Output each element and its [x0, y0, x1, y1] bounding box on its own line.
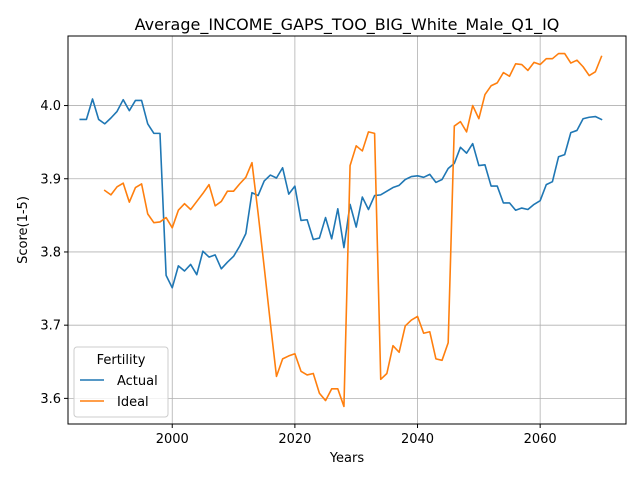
- x-axis: 2000 2020 2040 2060: [156, 424, 557, 447]
- y-tick-label: 3.9: [40, 172, 61, 187]
- x-tick-label: 2040: [401, 432, 434, 447]
- series-line-ideal: [103, 52, 603, 408]
- x-tick-label: 2000: [156, 432, 189, 447]
- series-line-actual: [79, 98, 603, 289]
- chart-title: Average_INCOME_GAPS_TOO_BIG_White_Male_Q…: [135, 15, 560, 35]
- x-tick-label: 2060: [524, 432, 557, 447]
- x-tick-label: 2020: [278, 432, 311, 447]
- series-layer: [79, 52, 603, 408]
- legend-box: [73, 346, 169, 418]
- legend: Fertility Actual Ideal: [73, 346, 169, 418]
- legend-title: Fertility: [97, 353, 146, 368]
- y-tick-label: 3.6: [40, 392, 61, 407]
- plot-frame: [67, 35, 627, 425]
- legend-label-actual: Actual: [117, 374, 158, 389]
- y-tick-label: 3.8: [40, 245, 61, 260]
- y-tick-label: 3.7: [40, 319, 61, 334]
- y-axis-label: Score(1-5): [16, 196, 31, 264]
- y-axis: 3.6 3.7 3.8 3.9 4.0: [40, 99, 68, 407]
- x-axis-label: Years: [329, 451, 365, 466]
- y-tick-label: 4.0: [40, 99, 61, 114]
- legend-label-ideal: Ideal: [117, 395, 149, 410]
